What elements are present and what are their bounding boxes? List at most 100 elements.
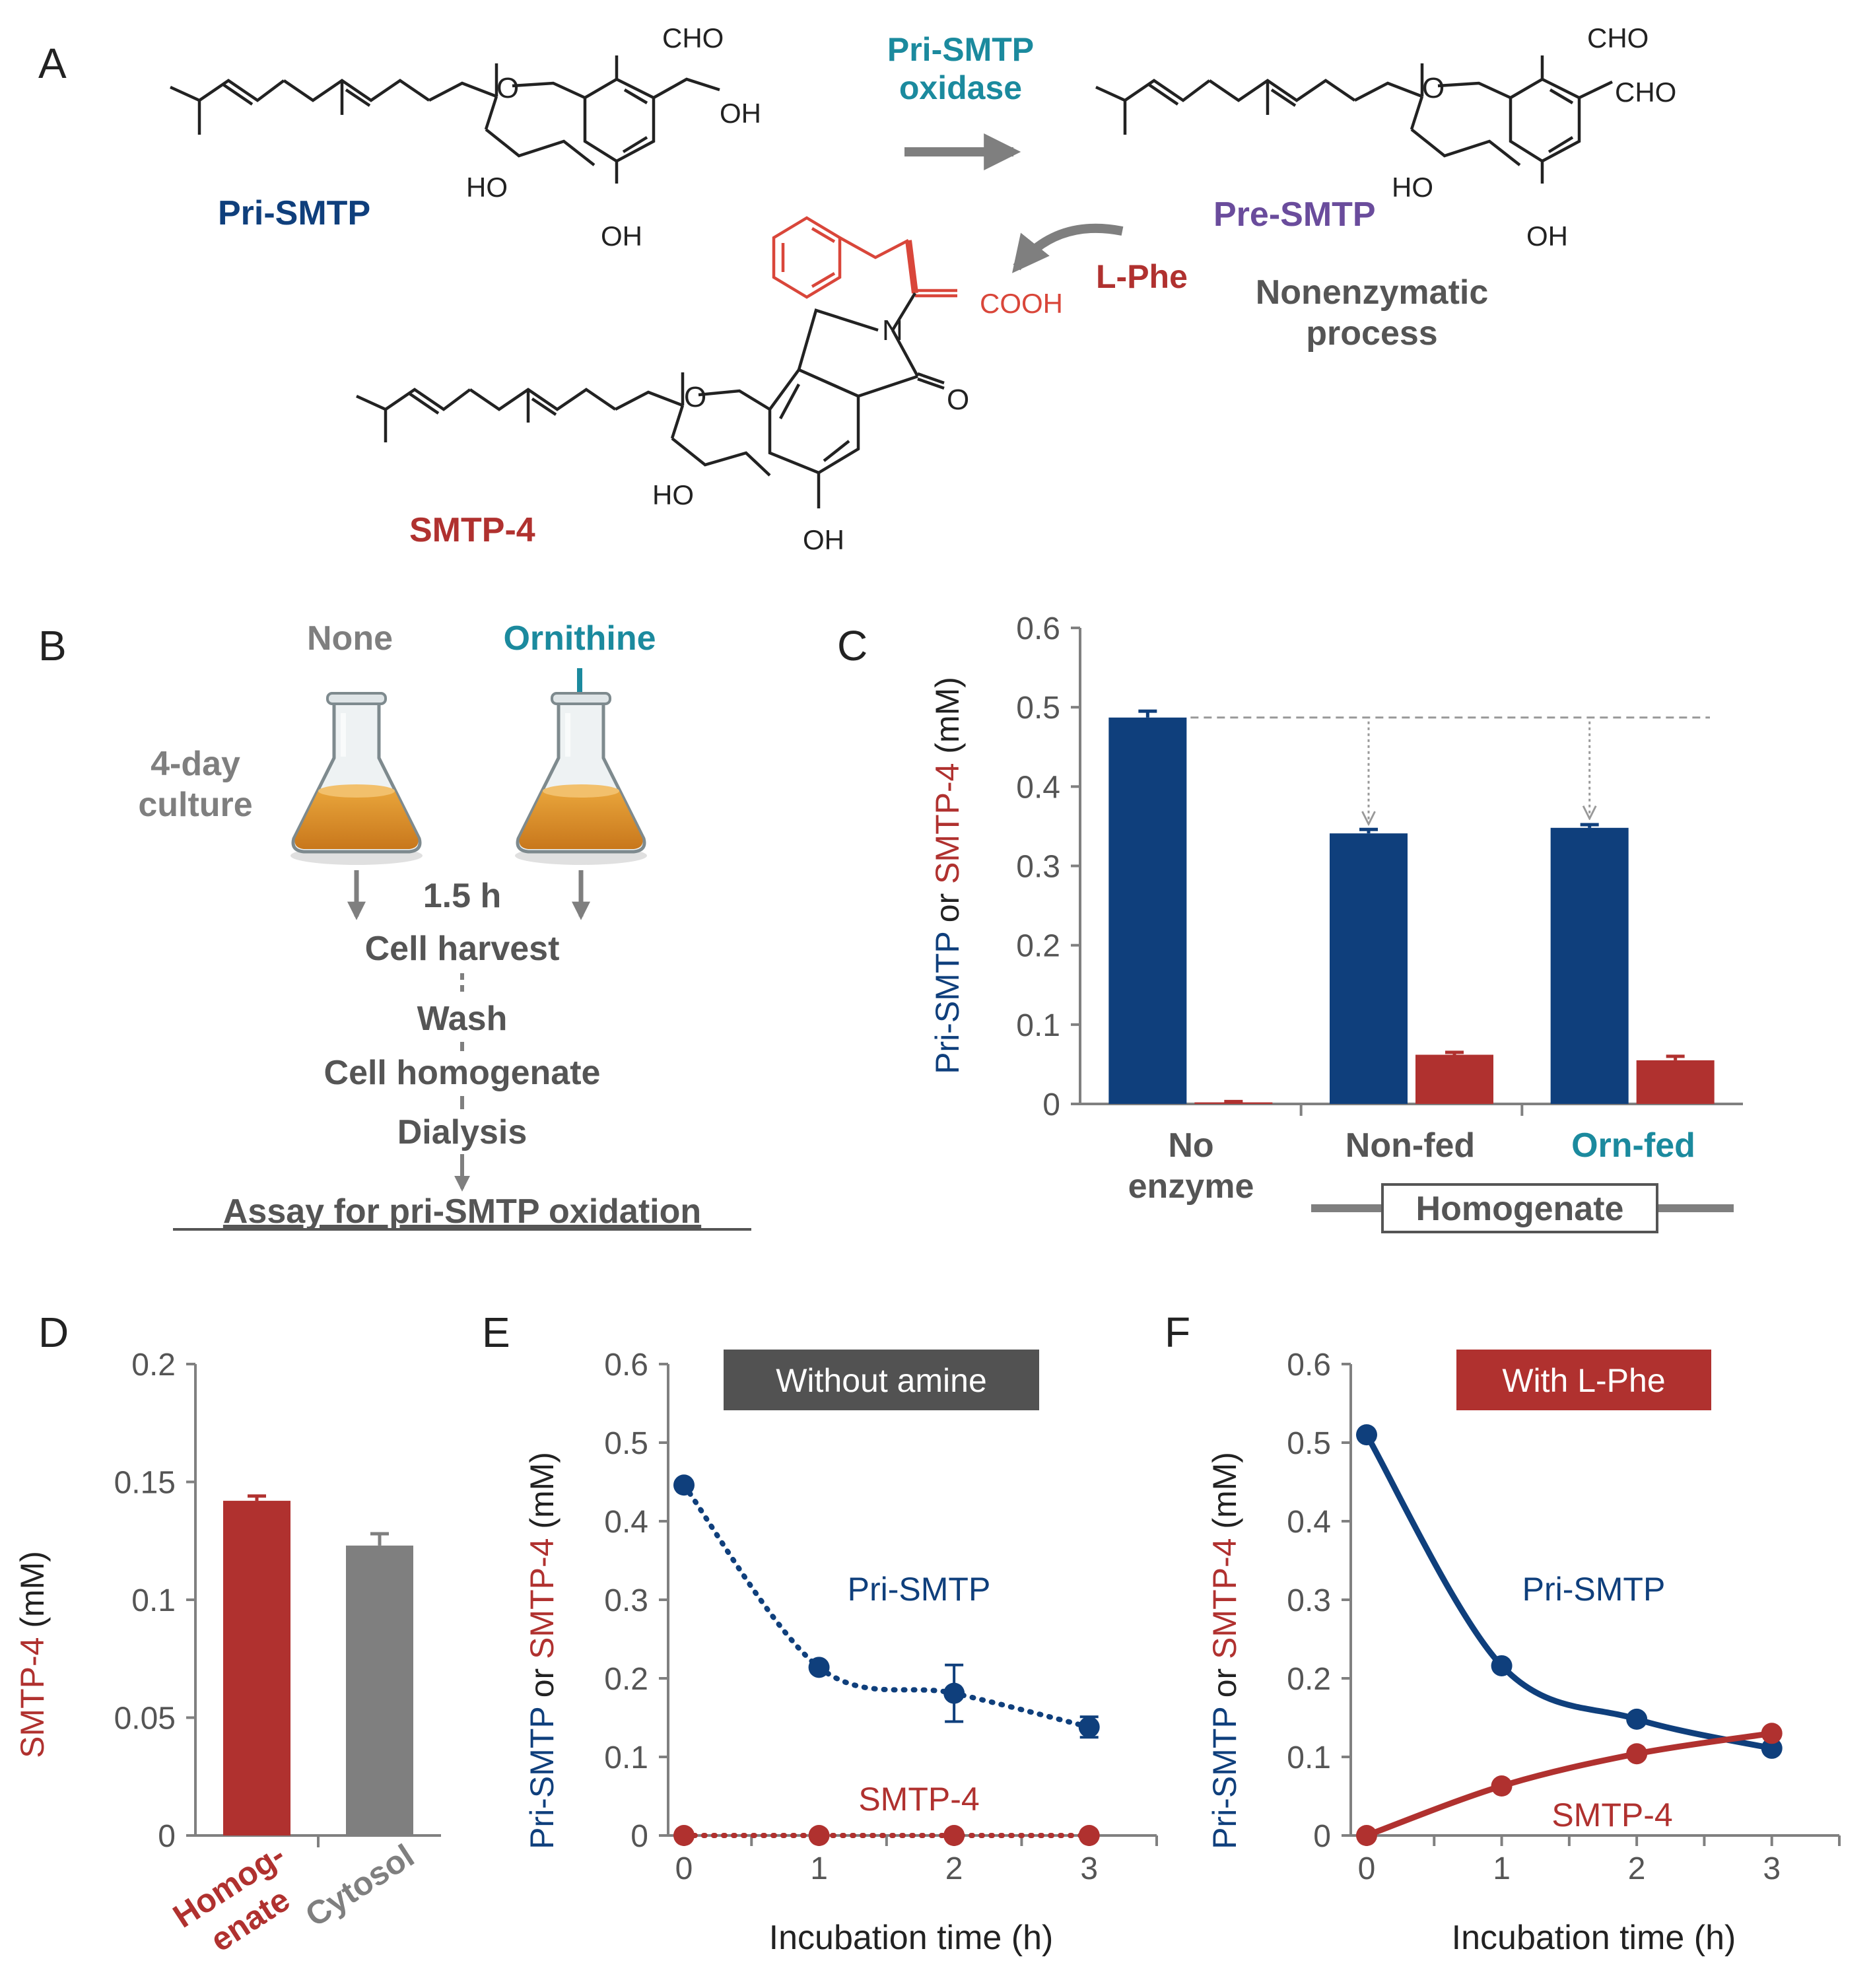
nonenzymatic-line2: process: [1306, 314, 1437, 353]
data-point-smtp-4: [1078, 1825, 1100, 1846]
smtp4-label: SMTP-4: [409, 511, 535, 549]
with-lphe-badge: [1456, 1350, 1711, 1410]
panel-a: A O CHO OH HO OH Pri-SMTP Pri-S: [38, 22, 1676, 555]
data-point-pri-smtp: [808, 1657, 830, 1678]
y-tick-label: 0.1: [1016, 1008, 1060, 1043]
atom-cho: CHO: [1615, 77, 1676, 108]
panel-d-ylabel: SMTP-4 (mM): [14, 1551, 51, 1758]
time-label: 1.5 h: [423, 877, 502, 915]
atom-oh: OH: [1526, 221, 1568, 252]
homogenate-box: [1381, 1183, 1658, 1233]
panel-c-ylabel: Pri-SMTP or SMTP-4 (mM): [929, 677, 966, 1074]
data-point-pri-smtp: [673, 1474, 695, 1496]
without-amine-badge: [724, 1350, 1039, 1410]
series-line-smtp-4: [1363, 1730, 1775, 1839]
bar-smtp-4: [1415, 1054, 1493, 1104]
curved-arrow: [1011, 223, 1124, 273]
panel-b-letter: B: [38, 622, 67, 669]
y-tick-label: 0.3: [1016, 850, 1060, 885]
y-tick-label: 0.2: [131, 1348, 176, 1383]
series-label-smtp4: SMTP-4: [858, 1781, 979, 1818]
series-label-pri-smtp: Pri-SMTP: [1522, 1571, 1666, 1608]
series-line-pri-smtp: [1363, 1431, 1775, 1752]
atom-oh: OH: [601, 221, 642, 252]
atom-o: O: [1422, 72, 1445, 104]
x-tick-label: 3: [1080, 1851, 1098, 1886]
pri-smtp-structure: [170, 55, 720, 184]
y-tick-label: 0.5: [1016, 691, 1060, 726]
y-tick-label: 0.5: [1287, 1426, 1331, 1461]
panel-f-axes: 0 0.1 0.2 0.3 0.4 0.5 0.6 0 1 2 3: [1287, 1348, 1841, 1886]
atom-ho: HO: [466, 172, 508, 203]
x-tick-label: 0: [675, 1851, 693, 1886]
y-tick-label: 0.6: [1287, 1348, 1331, 1383]
smtp4-structure: [356, 216, 957, 508]
panel-c-axes: 0 0.1 0.2 0.3 0.4 0.5 0.6: [1016, 611, 1743, 1122]
y-tick-label: 0.15: [114, 1466, 176, 1501]
y-tick-label: 0.1: [131, 1583, 176, 1618]
panel-f: F Pri-SMTP or SMTP-4 (mM) 00.10.20.30.40…: [1165, 1309, 1841, 1957]
x-tick-label: 2: [1628, 1851, 1646, 1886]
y-tick-label: 0: [1042, 1087, 1060, 1122]
data-point-smtp-4: [1626, 1743, 1648, 1765]
nonenzymatic-line1: Nonenzymatic: [1256, 273, 1489, 312]
x-tick-label: 1: [1493, 1851, 1511, 1886]
data-point-smtp-4: [943, 1825, 965, 1846]
data-point-pri-smtp: [1491, 1655, 1513, 1676]
data-point-smtp-4: [1761, 1723, 1783, 1744]
panel-e-lines: [673, 1474, 1100, 1846]
y-tick-label: 0.1: [604, 1740, 648, 1775]
y-tick-label: 0.5: [604, 1426, 648, 1461]
atom-cho: CHO: [662, 22, 724, 53]
atom-oh: OH: [803, 524, 844, 555]
enzyme-label-line2: oxidase: [899, 69, 1022, 106]
y-tick-label: 0: [158, 1819, 176, 1854]
panel-f-ylabel: Pri-SMTP or SMTP-4 (mM): [1206, 1452, 1243, 1849]
panel-c-bars: [1108, 709, 1715, 1104]
data-point-pri-smtp: [1626, 1708, 1648, 1730]
x-tick-label: 1: [810, 1851, 828, 1886]
flask-icon: [290, 693, 423, 865]
none-label: None: [307, 619, 393, 658]
ornithine-label: Ornithine: [503, 619, 656, 658]
lphe-label: L-Phe: [1096, 258, 1188, 295]
bar-cytosol: [346, 1545, 413, 1835]
without-amine-badge-text: Without amine: [776, 1362, 987, 1399]
y-tick-label: 0.2: [1287, 1662, 1331, 1697]
y-tick-label: 0.4: [604, 1505, 648, 1540]
atom-o: O: [947, 384, 969, 416]
panel-e-ylabel: Pri-SMTP or SMTP-4 (mM): [524, 1452, 561, 1849]
pre-smtp-structure: [1095, 55, 1613, 184]
x-tick-label: 3: [1763, 1851, 1781, 1886]
panel-e: E Pri-SMTP or SMTP-4 (mM) 0 0.1 0.2 0.3 0.4 0…: [482, 1309, 1158, 1957]
x-tick-label: 0: [1358, 1851, 1376, 1886]
panel-c: C Pri-SMTP or SMTP-4 (mM) 00.10.20.30.40…: [837, 611, 1743, 1233]
y-tick-label: 0: [1313, 1819, 1331, 1854]
bar-pri-smtp: [1550, 827, 1629, 1104]
data-point-pri-smtp: [1078, 1716, 1100, 1738]
data-point-smtp-4: [1491, 1775, 1513, 1797]
series-label-smtp4: SMTP-4: [1551, 1797, 1672, 1834]
y-tick-label: 0.4: [1287, 1505, 1331, 1540]
bar-pri-smtp: [1330, 833, 1408, 1104]
with-lphe-badge-text: With L-Phe: [1502, 1362, 1665, 1399]
y-tick-label: 0.2: [604, 1662, 648, 1697]
culture-line2: culture: [138, 786, 252, 824]
atom-ho: HO: [1392, 172, 1433, 203]
data-point-smtp-4: [808, 1825, 830, 1846]
data-point-smtp-4: [673, 1825, 695, 1846]
panel-d-letter: D: [38, 1309, 69, 1356]
panel-d-bars: [223, 1494, 413, 1835]
group-label-non-fed: Non-fed: [1345, 1126, 1475, 1165]
panel-f-xlabel: Incubation time (h): [1452, 1919, 1736, 1957]
panel-d-axes: 0 0.05 0.1 0.15 0.2: [114, 1348, 441, 1854]
panel-d: D SMTP-4 (mM) 00.050.10.150.2 Homog- ena…: [14, 1309, 441, 1959]
y-tick-label: 0.6: [604, 1348, 648, 1383]
category-label-cytosol: Cytosol: [299, 1837, 421, 1934]
group-label-orn-fed: Orn-fed: [1571, 1126, 1695, 1165]
atom-oh: OH: [720, 98, 761, 129]
step-cell-homogenate: Cell homogenate: [324, 1054, 601, 1092]
panel-b: B None Ornithine 4-day culture 1.5 h Cel…: [38, 619, 751, 1231]
atom-o: O: [496, 72, 519, 104]
